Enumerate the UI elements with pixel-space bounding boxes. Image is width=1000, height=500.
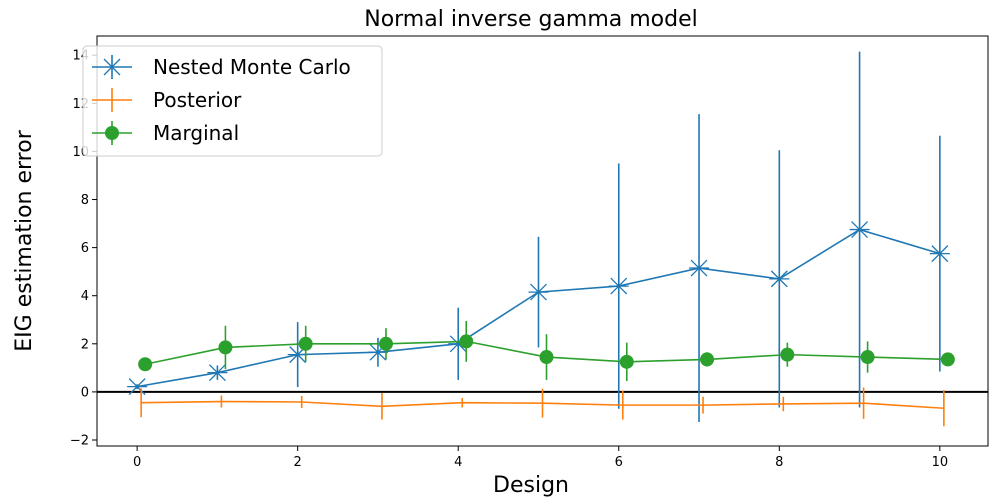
legend-marker bbox=[105, 126, 119, 140]
legend-entry: Nested Monte Carlo bbox=[92, 55, 351, 79]
data-point bbox=[528, 283, 549, 301]
data-point bbox=[127, 378, 148, 396]
x-tick-label: 6 bbox=[615, 455, 623, 470]
data-point bbox=[689, 259, 710, 277]
x-tick-label: 4 bbox=[454, 455, 462, 470]
data-point bbox=[769, 270, 790, 288]
legend-label: Marginal bbox=[153, 121, 239, 145]
plot-frame bbox=[96, 35, 989, 447]
x-axis-label: Design bbox=[493, 473, 569, 498]
data-point bbox=[378, 336, 393, 351]
legend-entry: Marginal bbox=[92, 121, 239, 145]
data-point bbox=[849, 221, 870, 239]
legend-label: Posterior bbox=[153, 88, 242, 112]
legend-box bbox=[82, 45, 383, 157]
data-point bbox=[539, 350, 554, 365]
data-point bbox=[608, 277, 629, 295]
legend: Nested Monte Carlo Posterior Marginal bbox=[82, 45, 383, 157]
chart-title: Normal inverse gamma model bbox=[364, 7, 698, 32]
y-tick-label: −2 bbox=[70, 433, 89, 448]
y-axis-label: EIG estimation error bbox=[12, 129, 37, 351]
y-tick-label: 6 bbox=[81, 241, 89, 256]
data-point bbox=[218, 340, 233, 355]
legend-marker bbox=[103, 58, 121, 76]
data-point bbox=[940, 352, 955, 367]
data-point bbox=[700, 352, 715, 367]
x-tick-label: 10 bbox=[932, 455, 949, 470]
series-2 bbox=[138, 320, 955, 382]
legend-entry: Posterior bbox=[92, 88, 242, 112]
series-1 bbox=[140, 387, 945, 427]
x-tick-label: 0 bbox=[133, 455, 141, 470]
series-layer bbox=[127, 51, 955, 427]
y-tick-label: 2 bbox=[81, 337, 89, 352]
y-tick-label: 4 bbox=[81, 289, 89, 304]
data-point bbox=[298, 336, 313, 351]
data-point bbox=[780, 347, 795, 362]
y-tick-label: 0 bbox=[81, 385, 89, 400]
data-point bbox=[860, 350, 875, 365]
x-tick-label: 2 bbox=[294, 455, 302, 470]
y-tick-label: 8 bbox=[81, 193, 89, 208]
data-point bbox=[207, 364, 228, 382]
data-point bbox=[619, 354, 634, 369]
data-point bbox=[459, 334, 474, 349]
data-point bbox=[929, 245, 950, 263]
series-0 bbox=[127, 51, 950, 422]
x-axis: 0 2 4 6 8 10 bbox=[133, 446, 948, 470]
legend-label: Nested Monte Carlo bbox=[153, 55, 351, 79]
data-point bbox=[138, 357, 153, 372]
x-tick-label: 8 bbox=[775, 455, 783, 470]
